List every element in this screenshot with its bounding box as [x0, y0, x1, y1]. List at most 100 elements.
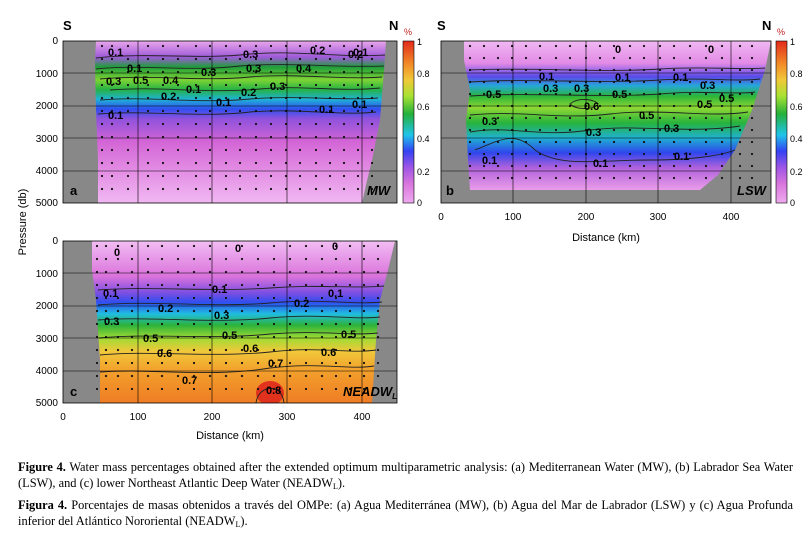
station-sample-dot: [628, 92, 632, 96]
panel-a-colorbar-unit: %: [404, 27, 412, 37]
station-sample-dot: [538, 44, 542, 48]
station-sample-dot: [720, 44, 724, 48]
contour-label: 0.5: [222, 330, 237, 342]
station-sample-dot: [642, 44, 646, 48]
station-sample-dot: [334, 244, 338, 248]
station-sample-dot: [612, 92, 616, 96]
station-sample-dot: [524, 116, 528, 120]
contour-label: 0.5: [697, 99, 712, 111]
station-sample-dot: [658, 176, 662, 180]
station-sample-dot: [160, 244, 164, 248]
contour-label: 0.1: [108, 47, 123, 59]
station-sample-dot: [126, 135, 130, 139]
station-sample-dot: [208, 270, 212, 274]
station-sample-dot: [720, 68, 724, 72]
station-sample-dot: [612, 140, 616, 144]
station-sample-dot: [524, 68, 528, 72]
station-sample-dot: [146, 322, 150, 326]
station-sample-dot: [554, 164, 558, 168]
station-sample-dot: [240, 361, 244, 365]
station-sample-dot: [356, 187, 360, 191]
station-sample-dot: [238, 96, 242, 100]
station-sample-dot: [538, 140, 542, 144]
station-sample-dot: [738, 56, 742, 60]
station-sample-dot: [256, 244, 260, 248]
station-sample-dot: [482, 68, 486, 72]
panel-b-contour-labels: 0 00.1 0.1 0.10.30.5 0.30.60.50.50.50.30.3 0.…: [482, 44, 734, 170]
station-sample-dot: [672, 128, 676, 132]
station-sample-dot: [95, 244, 99, 248]
station-sample-dot: [284, 44, 288, 48]
station-sample-dot: [496, 56, 500, 60]
station-sample-dot: [738, 176, 742, 180]
station-sample-dot: [130, 244, 134, 248]
station-sample-dot: [468, 164, 472, 168]
station-sample-dot: [328, 70, 332, 74]
station-sample-dot: [496, 128, 500, 132]
station-sample-dot: [342, 148, 346, 152]
station-sample-dot: [496, 44, 500, 48]
panel-b-colorbar-ticks: 1 0.8 0.6 0.4 0.2 0: [790, 37, 803, 208]
station-sample-dot: [348, 361, 352, 365]
station-sample-dot: [146, 122, 150, 126]
station-sample-dot: [192, 296, 196, 300]
station-sample-dot: [554, 68, 558, 72]
station-sample-dot: [314, 122, 318, 126]
station-sample-dot: [598, 68, 602, 72]
station-sample-dot: [496, 176, 500, 180]
contour-label: 0.2: [348, 49, 363, 61]
station-sample-dot: [146, 387, 150, 391]
contour-label: 0.3: [586, 127, 601, 139]
station-sample-dot: [256, 348, 260, 352]
station-sample-dot: [104, 257, 108, 261]
contour-label: 0.6: [321, 347, 336, 359]
panel-a-north-label: N: [389, 18, 398, 33]
station-sample-dot: [240, 322, 244, 326]
station-sample-dot: [194, 174, 198, 178]
station-sample-dot: [598, 128, 602, 132]
y-axis-label: Pressure (db): [17, 189, 29, 256]
station-sample-dot: [320, 374, 324, 378]
station-sample-dot: [320, 322, 324, 326]
station-sample-dot: [240, 283, 244, 287]
station-sample-dot: [126, 109, 130, 113]
station-sample-dot: [288, 244, 292, 248]
svg-text:0: 0: [60, 412, 66, 423]
panel-a-contour-labels: 0.10.10.3 0.5 0.40.30.30.30.2 0.20.10.10.40…: [106, 45, 368, 122]
station-sample-dot: [328, 148, 332, 152]
station-sample-dot: [104, 348, 108, 352]
station-sample-dot: [254, 174, 258, 178]
station-sample-dot: [298, 122, 302, 126]
station-sample-dot: [376, 361, 380, 365]
contour-label: 0.7: [182, 375, 197, 387]
station-sample-dot: [348, 257, 352, 261]
station-sample-dot: [750, 164, 754, 168]
station-sample-dot: [342, 44, 346, 48]
station-sample-dot: [628, 176, 632, 180]
station-sample-dot: [126, 70, 130, 74]
station-sample-dot: [704, 68, 708, 72]
station-sample-dot: [554, 44, 558, 48]
station-sample-dot: [342, 109, 346, 113]
station-sample-dot: [208, 44, 212, 48]
station-sample-dot: [356, 96, 360, 100]
station-sample-dot: [468, 56, 472, 60]
station-sample-dot: [254, 44, 258, 48]
station-sample-dot: [146, 96, 150, 100]
station-sample-dot: [750, 44, 754, 48]
station-sample-dot: [510, 128, 514, 132]
station-sample-dot: [284, 187, 288, 191]
station-sample-dot: [658, 80, 662, 84]
station-sample-dot: [130, 270, 134, 274]
station-sample-dot: [208, 148, 212, 152]
station-sample-dot: [176, 361, 180, 365]
station-sample-dot: [224, 57, 228, 61]
station-sample-dot: [100, 135, 104, 139]
station-sample-dot: [104, 309, 108, 313]
station-sample-dot: [554, 152, 558, 156]
station-sample-dot: [720, 152, 724, 156]
station-sample-dot: [598, 164, 602, 168]
station-sample-dot: [194, 44, 198, 48]
station-sample-dot: [370, 135, 374, 139]
contour-label: 0.7: [268, 358, 283, 370]
